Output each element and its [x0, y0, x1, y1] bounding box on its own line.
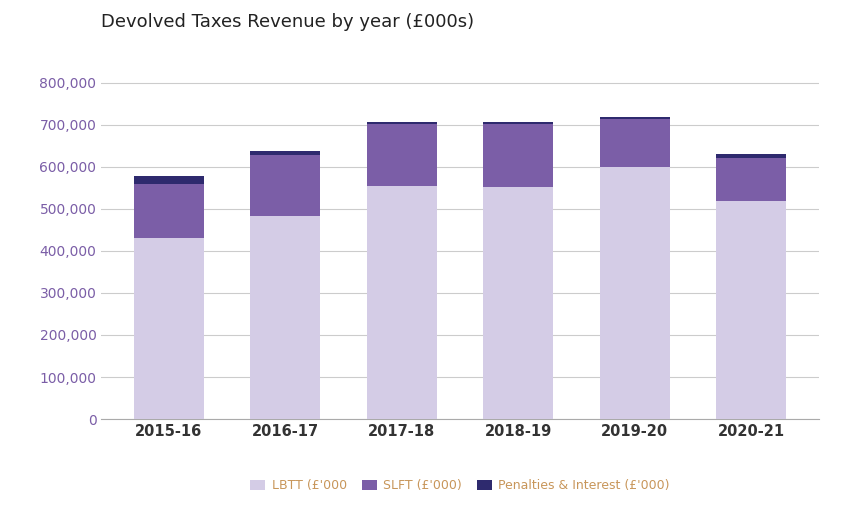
Bar: [717, 201, 786, 419]
Bar: [484, 122, 553, 124]
Bar: [484, 187, 553, 419]
Bar: [367, 124, 436, 186]
Bar: [600, 167, 669, 419]
Bar: [484, 124, 553, 187]
Bar: [134, 176, 203, 184]
Bar: [367, 186, 436, 419]
Text: Devolved Taxes Revenue by year (£000s): Devolved Taxes Revenue by year (£000s): [101, 13, 474, 31]
Bar: [134, 184, 203, 238]
Bar: [717, 154, 786, 158]
Bar: [251, 155, 320, 216]
Bar: [367, 122, 436, 124]
Legend: LBTT (£'000, SLFT (£'000), Penalties & Interest (£'000): LBTT (£'000, SLFT (£'000), Penalties & I…: [246, 474, 674, 497]
Bar: [134, 238, 203, 419]
Bar: [717, 158, 786, 201]
Bar: [600, 119, 669, 167]
Bar: [600, 117, 669, 119]
Bar: [251, 216, 320, 419]
Bar: [251, 151, 320, 155]
